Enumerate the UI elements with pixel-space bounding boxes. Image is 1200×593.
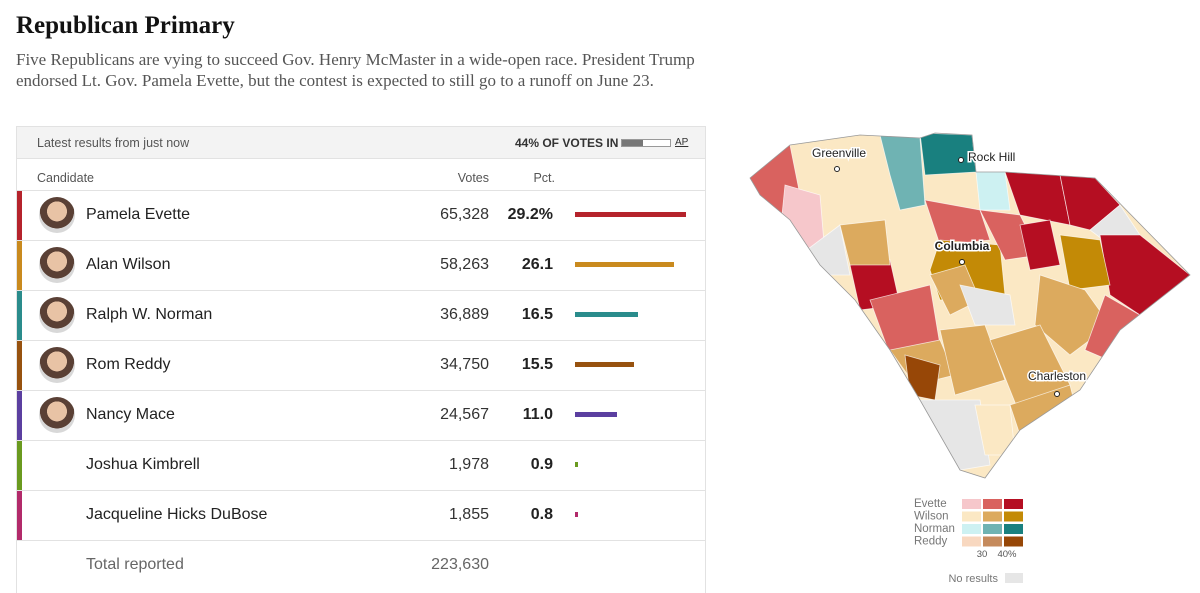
legend-label: Reddy xyxy=(914,536,947,548)
pct-bar xyxy=(575,362,634,367)
progress xyxy=(621,139,671,147)
legend-label: Evette xyxy=(914,498,947,510)
votes: 1,855 xyxy=(448,506,489,523)
photo xyxy=(39,397,75,433)
progress-fill xyxy=(622,140,644,146)
city-label: Charleston xyxy=(1028,369,1086,383)
status-bar: Latest results from just now 44% OF VOTE… xyxy=(17,127,705,159)
pct-bar xyxy=(575,512,579,517)
pct-bar xyxy=(575,412,617,417)
pct: 16.5 xyxy=(521,306,553,323)
total-row: Total reported 223,630 xyxy=(17,540,705,591)
color-strip xyxy=(17,191,22,240)
legend-swatch xyxy=(983,511,1002,522)
status: Latest results from just now xyxy=(37,136,190,150)
candidate-name: Jacqueline Hicks DuBose xyxy=(86,506,268,523)
no-results-swatch xyxy=(1005,573,1023,583)
legend-swatch xyxy=(962,499,981,509)
legend-swatch xyxy=(962,524,981,534)
pct: 26.1 xyxy=(521,256,553,273)
candidate-name: Nancy Mace xyxy=(86,406,175,423)
legend-swatch xyxy=(1004,499,1023,509)
results-table: Latest results from just now 44% OF VOTE… xyxy=(16,126,706,593)
photo xyxy=(39,347,75,383)
candidate-name: Joshua Kimbrell xyxy=(86,456,200,473)
city-label: Columbia xyxy=(935,239,990,253)
votes: 34,750 xyxy=(440,356,489,373)
candidate-name: Rom Reddy xyxy=(86,356,171,373)
votes: 1,978 xyxy=(448,456,489,473)
votes: 58,263 xyxy=(440,256,489,273)
pct-bar xyxy=(575,262,675,267)
city-label: Rock Hill xyxy=(968,150,1015,164)
candidate-name: Alan Wilson xyxy=(86,256,171,273)
legend-swatch xyxy=(962,511,981,522)
photo xyxy=(39,297,75,333)
color-strip xyxy=(17,291,22,340)
photo xyxy=(39,247,75,283)
legend-swatch xyxy=(983,524,1002,534)
legend-swatch xyxy=(1004,524,1023,534)
reporting: 44% OF VOTES IN xyxy=(515,136,619,150)
city-dot xyxy=(959,259,965,265)
candidate-row: Rom Reddy 34,750 15.5 xyxy=(17,340,705,391)
color-strip xyxy=(17,241,22,290)
votes: 36,889 xyxy=(440,306,489,323)
color-strip xyxy=(17,441,22,490)
candidate-row: Joshua Kimbrell 1,978 0.9 xyxy=(17,440,705,491)
candidate-row: Nancy Mace 24,567 11.0 xyxy=(17,390,705,441)
pct-bar xyxy=(575,212,686,217)
total-votes: 223,630 xyxy=(431,556,489,573)
pct: 0.9 xyxy=(530,456,553,473)
legend-swatch xyxy=(983,536,1002,547)
color-strip xyxy=(17,491,22,540)
title: Republican Primary xyxy=(16,12,235,39)
candidate-name: Pamela Evette xyxy=(86,206,191,223)
pct: 0.8 xyxy=(530,506,553,523)
subtitle: Five Republicans are vying to succeed Go… xyxy=(16,50,695,90)
column-header: Candidate xyxy=(37,171,94,185)
candidate-name: Ralph W. Norman xyxy=(86,306,213,323)
legend-scale: 40% xyxy=(997,549,1017,560)
column-header: Votes xyxy=(457,171,489,185)
total-label: Total reported xyxy=(86,556,184,573)
legend-swatch xyxy=(962,536,981,547)
candidate-row: Pamela Evette 65,328 29.2% xyxy=(17,190,705,241)
source[interactable]: AP xyxy=(675,137,689,148)
votes: 24,567 xyxy=(440,406,489,423)
column-header: Pct. xyxy=(533,171,555,185)
cities: Greenville Rock Hill Columbia Charleston xyxy=(810,145,1088,397)
pct: 15.5 xyxy=(521,356,553,373)
legend-label: Norman xyxy=(914,523,955,535)
candidate-row: Jacqueline Hicks DuBose 1,855 0.8 xyxy=(17,490,705,541)
color-strip xyxy=(17,341,22,390)
city-label: Greenville xyxy=(812,146,866,160)
city-dot xyxy=(1054,391,1060,397)
pct-bar xyxy=(575,312,638,317)
pct: 29.2% xyxy=(507,206,553,223)
legend-swatch xyxy=(983,499,1002,509)
legend-swatch xyxy=(1004,511,1023,522)
city-dot xyxy=(834,166,840,172)
legend-swatch xyxy=(1004,536,1023,547)
candidate-row: Ralph W. Norman 36,889 16.5 xyxy=(17,290,705,341)
votes: 65,328 xyxy=(440,206,489,223)
no-results-label: No results xyxy=(948,573,998,585)
map: Greenville Rock Hill Columbia Charleston Ev… xyxy=(749,132,1191,585)
pct: 11.0 xyxy=(522,406,553,423)
color-strip xyxy=(17,391,22,440)
legend-scale: 30 xyxy=(977,549,988,560)
counties xyxy=(750,133,1190,478)
candidate-row: Alan Wilson 58,263 26.1 xyxy=(17,240,705,291)
city-dot xyxy=(958,157,964,163)
pct-bar xyxy=(575,462,579,467)
photo xyxy=(39,197,75,233)
legend-label: Wilson xyxy=(914,511,949,523)
